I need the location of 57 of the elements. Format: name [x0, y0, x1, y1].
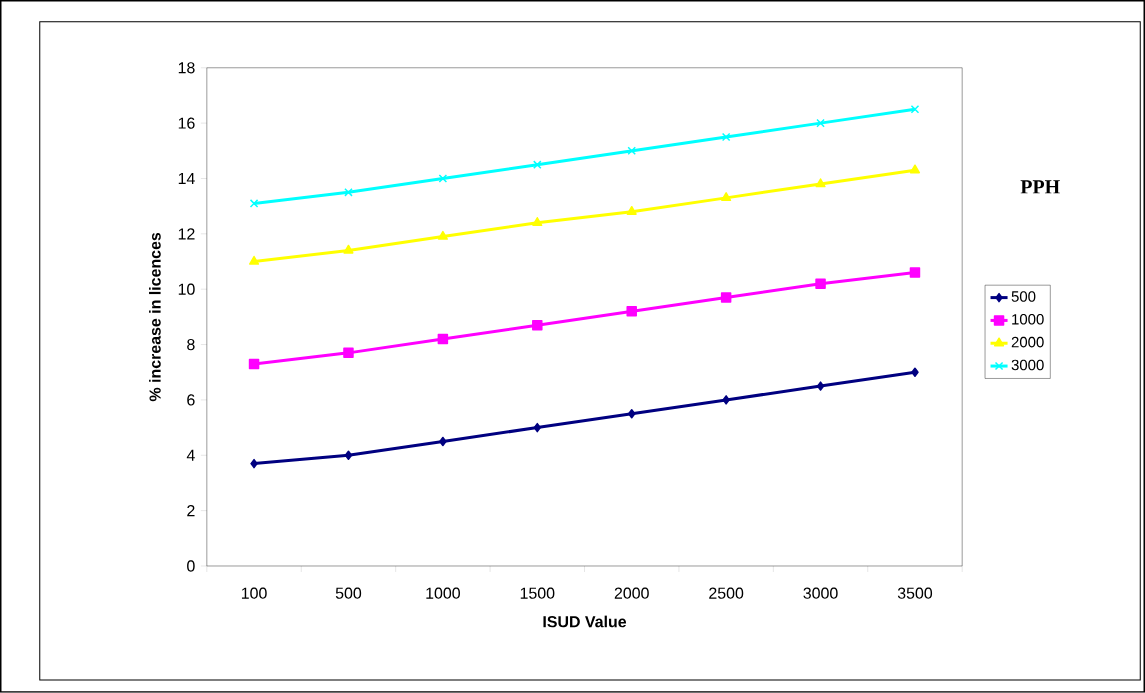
point	[532, 217, 543, 227]
legend-label: 2000	[1011, 336, 1044, 348]
point	[627, 146, 637, 156]
point	[438, 174, 448, 183]
y-tick-label: 4	[186, 449, 195, 461]
point	[816, 118, 825, 128]
x-axis-title: ISUD Value	[543, 615, 627, 628]
point	[627, 409, 636, 419]
point	[533, 422, 542, 433]
y-tick-label: 14	[178, 173, 195, 185]
point	[720, 292, 732, 303]
point	[816, 381, 825, 391]
point	[248, 255, 260, 265]
point	[911, 367, 919, 378]
point	[439, 436, 447, 447]
point	[437, 333, 449, 345]
x-tick-label: 2000	[614, 587, 649, 599]
point	[343, 347, 354, 359]
y-tick-label: 6	[187, 394, 195, 406]
legend-label: 500	[1011, 291, 1036, 302]
y-tick-label: 8	[187, 339, 195, 351]
point	[344, 188, 353, 197]
y-axis-title: % increase in licences	[149, 233, 161, 402]
point	[910, 105, 920, 114]
y-tick-label: 10	[178, 283, 195, 295]
point	[250, 458, 258, 469]
point	[721, 192, 732, 202]
y-tick-label: 0	[187, 560, 195, 572]
x-tick-label: 1500	[520, 587, 555, 599]
x-tick-label: 3500	[897, 587, 933, 599]
y-tick-label: 12	[178, 228, 195, 240]
point	[533, 160, 542, 170]
point	[909, 267, 921, 278]
x-tick-label: 500	[335, 587, 362, 599]
point	[815, 278, 826, 290]
x-tick-label: 2500	[709, 587, 744, 599]
point	[626, 306, 637, 317]
legend-label: 3000	[1011, 359, 1044, 371]
point	[909, 164, 921, 174]
y-tick-label: 18	[178, 62, 195, 74]
point	[437, 230, 448, 240]
point	[626, 206, 637, 216]
point	[249, 199, 259, 208]
x-tick-label: 100	[241, 587, 267, 599]
point	[815, 178, 826, 188]
point	[722, 395, 730, 405]
point	[248, 358, 260, 370]
y-tick-label: 16	[178, 117, 195, 129]
point	[721, 132, 731, 142]
x-tick-label: 1000	[426, 587, 460, 599]
point	[343, 244, 354, 254]
legend-title: PPH	[1020, 180, 1060, 194]
y-tick-label: 2	[187, 505, 195, 517]
legend-label: 1000	[1012, 314, 1044, 325]
x-tick-label: 3000	[803, 587, 838, 599]
point	[532, 320, 543, 331]
point	[344, 450, 353, 461]
